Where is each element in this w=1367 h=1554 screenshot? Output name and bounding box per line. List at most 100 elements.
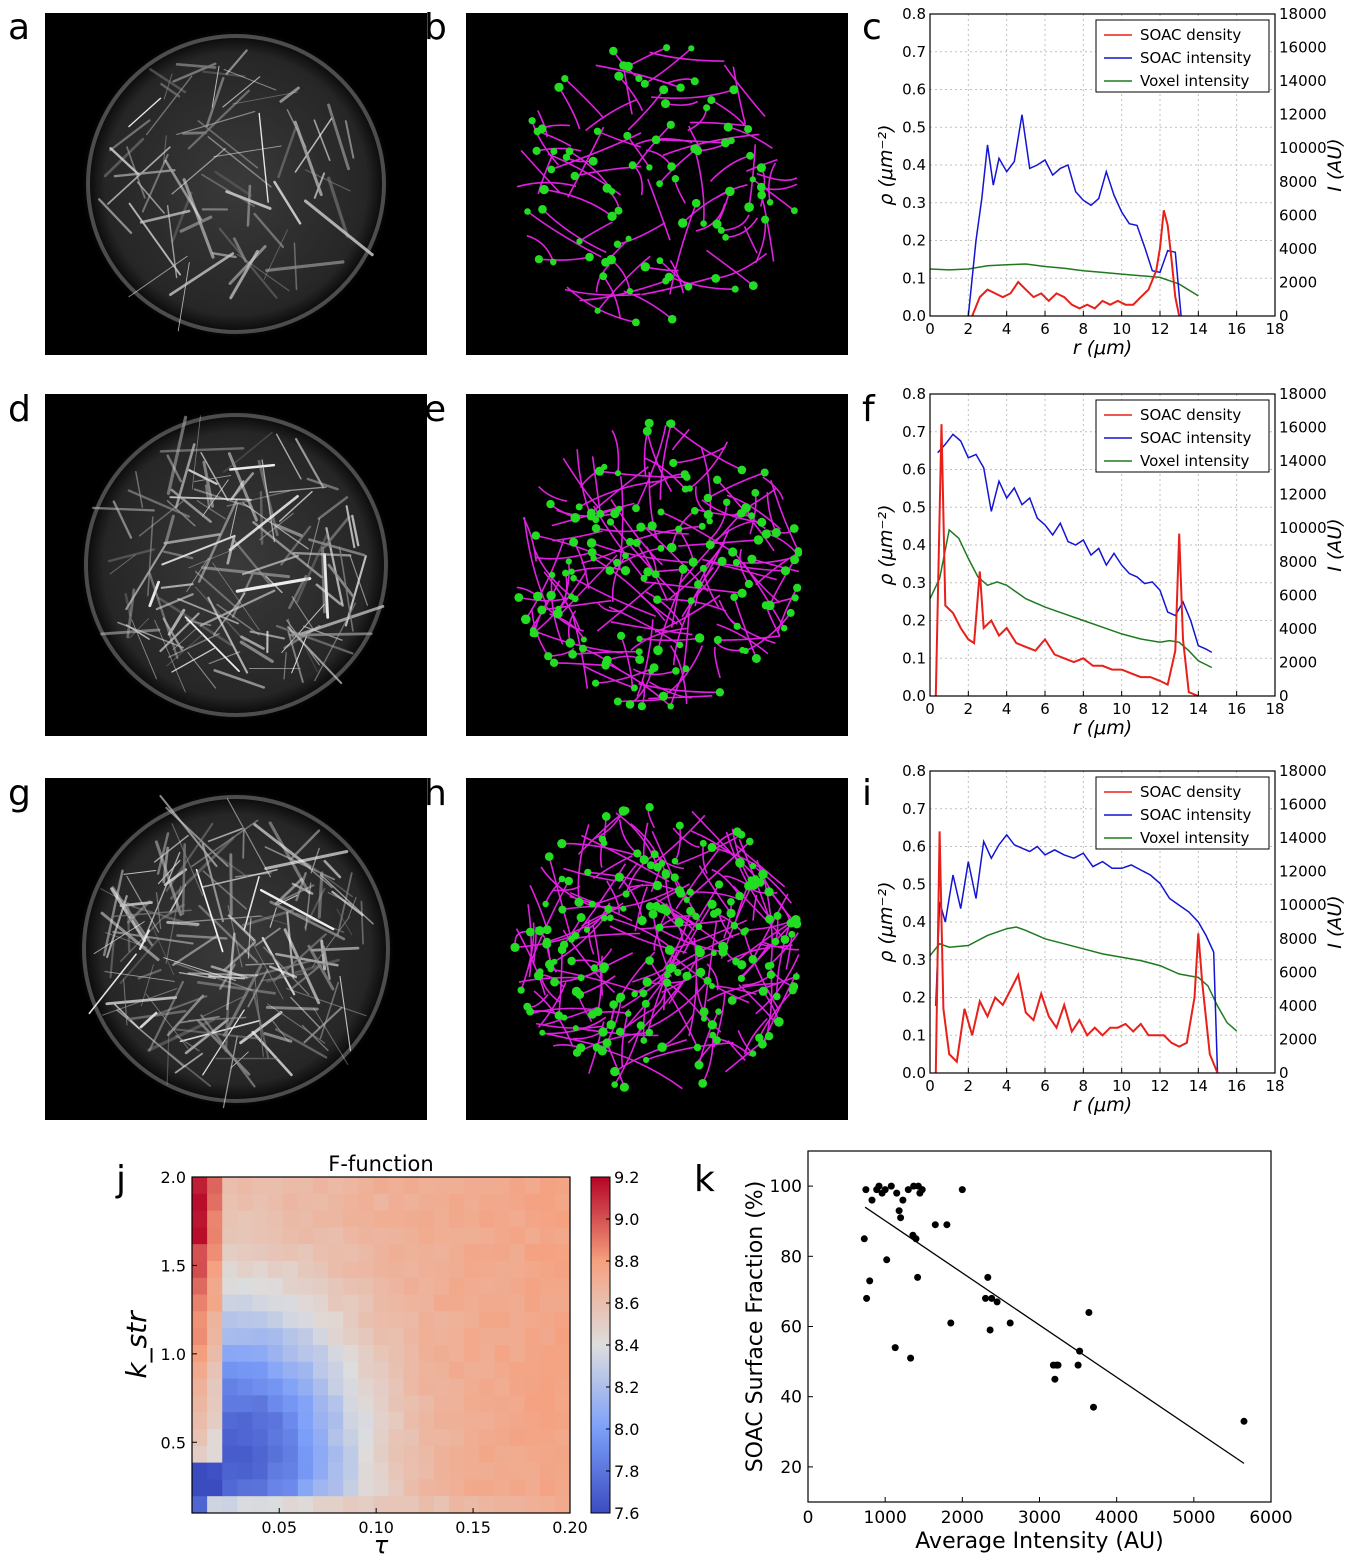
- x-tick-label: 6: [1040, 700, 1050, 718]
- fiber: [274, 523, 303, 538]
- fiber: [269, 965, 298, 979]
- y-right-tick-label: 16000: [1279, 419, 1327, 437]
- fiber: [339, 975, 351, 1052]
- junction-node: [535, 926, 545, 936]
- heatmap-cell: [222, 1244, 238, 1262]
- fiber: [345, 505, 356, 549]
- filament: [610, 621, 693, 636]
- heatmap-cell: [539, 1462, 556, 1480]
- junction-node: [701, 1015, 707, 1022]
- junction-node: [603, 184, 611, 192]
- fiber: [159, 794, 218, 867]
- junction-node: [703, 510, 713, 520]
- fiber: [166, 204, 178, 279]
- scatter-point: [1053, 1361, 1060, 1369]
- heatmap-cell: [267, 1261, 284, 1279]
- fiber: [314, 602, 357, 682]
- filament: [668, 276, 736, 290]
- fiber: [103, 137, 145, 178]
- heatmap-cell: [388, 1244, 405, 1262]
- filament: [745, 612, 792, 652]
- junction-node: [524, 208, 531, 215]
- heatmap-cell: [509, 1177, 526, 1195]
- junction-node: [713, 475, 722, 484]
- heatmap-cell: [267, 1479, 284, 1497]
- filament: [551, 132, 642, 171]
- junction-node: [789, 982, 799, 991]
- fiber: [158, 597, 233, 647]
- x-tick-label: 0.20: [552, 1518, 588, 1537]
- junction-node: [749, 282, 757, 290]
- heatmap-cell: [403, 1395, 420, 1413]
- scatter-point: [907, 1354, 915, 1362]
- heatmap-cell: [312, 1496, 329, 1514]
- filament: [726, 494, 781, 530]
- fiber: [279, 86, 300, 103]
- heatmap-cell: [524, 1227, 541, 1245]
- junction-node: [598, 1027, 608, 1037]
- junction-node: [744, 202, 754, 212]
- scatter-point: [947, 1319, 955, 1327]
- filament: [591, 456, 602, 514]
- heatmap-cell: [433, 1193, 450, 1211]
- y-tick-label: 20: [780, 1458, 802, 1478]
- heatmap-cell: [343, 1244, 359, 1262]
- junction-node: [732, 957, 740, 966]
- fiber: [172, 62, 217, 83]
- junction-node: [674, 917, 684, 927]
- fiber: [127, 489, 191, 518]
- fiber: [235, 577, 312, 593]
- junction-node: [625, 1010, 632, 1017]
- heatmap-cell: [297, 1193, 314, 1211]
- fiber: [230, 472, 255, 500]
- fiber: [176, 915, 262, 924]
- filament: [558, 86, 581, 130]
- junction-node: [592, 524, 600, 532]
- junction-node: [554, 1011, 563, 1020]
- filament: [534, 551, 593, 560]
- heatmap-cell: [343, 1445, 359, 1463]
- heatmap-cell: [267, 1294, 284, 1312]
- heatmap-cell: [312, 1395, 329, 1413]
- junction-node: [643, 1056, 650, 1063]
- junction-node: [749, 176, 756, 183]
- fiber: [161, 534, 236, 566]
- heatmap-cell: [479, 1445, 495, 1463]
- heatmap-cell: [207, 1210, 223, 1228]
- heatmap-cell: [449, 1294, 465, 1312]
- fiber: [162, 903, 185, 919]
- series-line-voxel-intensity: [929, 528, 1213, 669]
- series-line-soac-intensity: [967, 114, 1182, 317]
- fiber: [246, 184, 252, 227]
- filament: [587, 871, 680, 892]
- heatmap-cell: [237, 1361, 253, 1379]
- heatmap-cell: [282, 1429, 299, 1447]
- heatmap-cell: [524, 1328, 541, 1346]
- heatmap-cell: [252, 1462, 268, 1480]
- y-tick-label: 40: [780, 1388, 802, 1408]
- junction-node: [572, 1025, 579, 1032]
- heatmap-cell: [358, 1244, 374, 1262]
- fiber: [148, 580, 161, 608]
- filament: [766, 492, 778, 533]
- heatmap-cell: [509, 1496, 526, 1514]
- junction-node: [632, 504, 640, 513]
- heatmap-cell: [312, 1227, 329, 1245]
- junction-node: [565, 638, 575, 648]
- heatmap-cell: [312, 1261, 329, 1279]
- fiber: [303, 887, 326, 929]
- fiber: [283, 651, 287, 680]
- heatmap-cell: [267, 1361, 284, 1379]
- junction-node: [668, 964, 677, 972]
- y-left-tick-label: 0.1: [902, 649, 926, 667]
- cell-edge: [86, 34, 386, 334]
- scatter-point: [893, 1189, 901, 1197]
- heatmap-cell: [539, 1429, 556, 1447]
- filament: [633, 124, 672, 169]
- junction-node: [542, 925, 552, 935]
- heatmap-cell: [373, 1378, 389, 1396]
- heatmap-cell: [328, 1479, 344, 1497]
- heatmap-cell: [222, 1378, 238, 1396]
- heatmap-cell: [539, 1261, 556, 1279]
- heatmap-cell: [328, 1361, 344, 1379]
